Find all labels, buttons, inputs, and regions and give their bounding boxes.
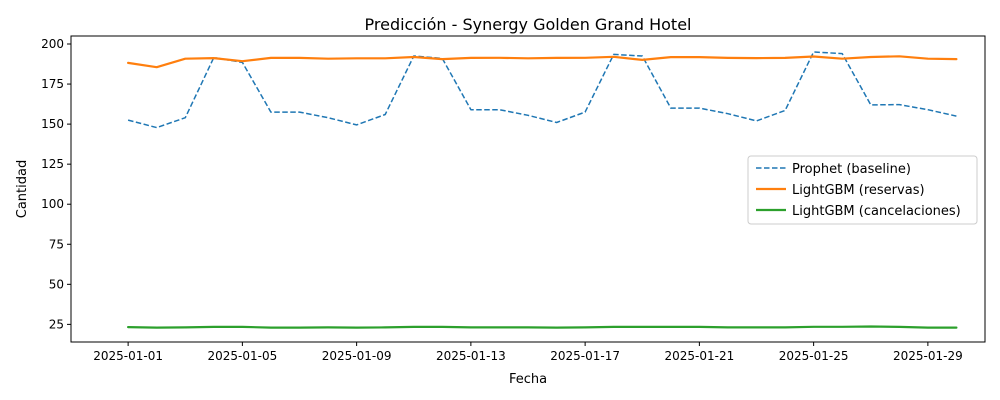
x-tick-label: 2025-01-05 bbox=[208, 349, 278, 363]
x-tick-label: 2025-01-29 bbox=[893, 349, 963, 363]
x-tick-label: 2025-01-01 bbox=[93, 349, 163, 363]
x-tick-label: 2025-01-21 bbox=[665, 349, 735, 363]
series-line-1 bbox=[127, 51, 957, 129]
legend-label-1: Prophet (baseline) bbox=[792, 162, 911, 177]
x-tick-label: 2025-01-09 bbox=[322, 349, 392, 363]
y-tick-label: 50 bbox=[49, 277, 64, 291]
x-tick-label: 2025-01-25 bbox=[779, 349, 849, 363]
plot-frame bbox=[70, 35, 986, 343]
legend-box bbox=[747, 155, 978, 225]
legend-label-2: LightGBM (reservas) bbox=[792, 183, 925, 198]
y-axis: 25 50 75 100 125 150 175 200 bbox=[41, 37, 71, 331]
x-axis: 2025-01-01 2025-01-05 2025-01-09 2025-01-13… bbox=[93, 342, 963, 363]
y-tick-label: 25 bbox=[49, 317, 64, 331]
legend-label-3: LightGBM (cancelaciones) bbox=[792, 204, 961, 219]
y-tick-label: 75 bbox=[49, 237, 64, 251]
x-axis-label: Fecha bbox=[509, 372, 547, 387]
series-line-2 bbox=[127, 55, 958, 69]
x-tick-label: 2025-01-17 bbox=[550, 349, 620, 363]
legend: Prophet (baseline) LightGBM (reservas) Lig… bbox=[747, 155, 978, 225]
plot-area: 2025-01-01 2025-01-05 2025-01-09 2025-01-13… bbox=[41, 35, 986, 363]
y-tick-label: 200 bbox=[41, 37, 64, 51]
x-tick-label: 2025-01-13 bbox=[436, 349, 506, 363]
y-axis-label: Cantidad bbox=[15, 160, 30, 218]
y-tick-label: 150 bbox=[41, 117, 64, 131]
series-line-3 bbox=[127, 325, 958, 329]
y-tick-label: 125 bbox=[41, 157, 64, 171]
chart-title: Predicción - Synergy Golden Grand Hotel bbox=[365, 15, 692, 34]
series-layer bbox=[127, 51, 958, 329]
y-tick-label: 100 bbox=[41, 197, 64, 211]
y-tick-label: 175 bbox=[41, 77, 64, 91]
